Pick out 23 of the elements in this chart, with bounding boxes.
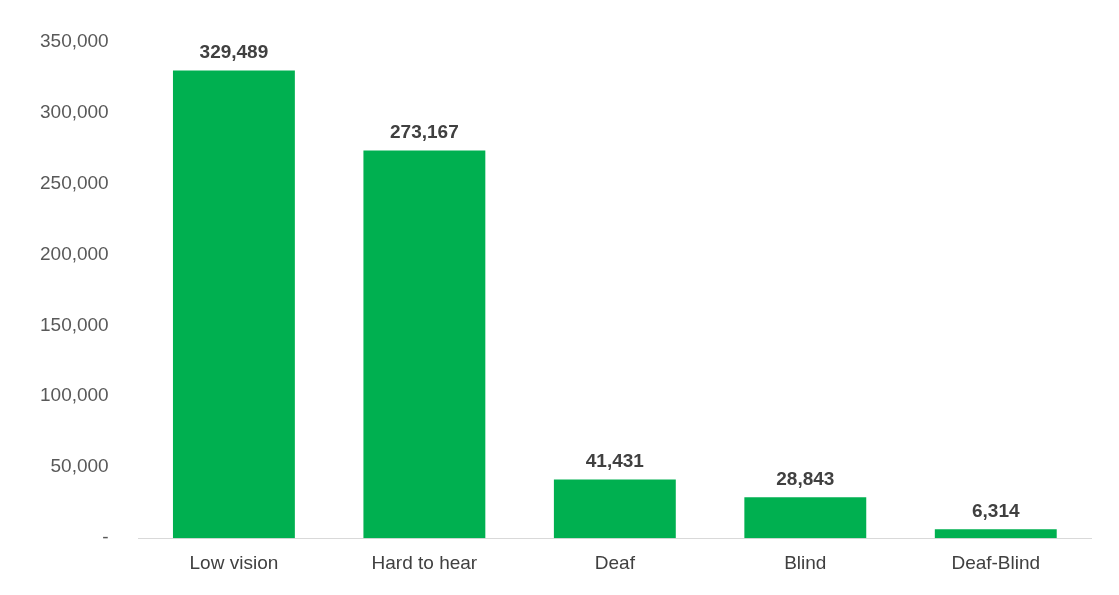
bar — [363, 150, 486, 539]
x-tick-label: Deaf — [594, 551, 636, 573]
bar — [934, 529, 1057, 539]
y-tick-label: 350,000 — [39, 29, 109, 51]
bar — [172, 70, 295, 539]
y-tick-label: - — [102, 526, 109, 548]
y-tick-label: 50,000 — [50, 455, 109, 477]
x-tick-label: Blind — [784, 551, 827, 573]
data-label: 329,489 — [199, 41, 269, 63]
y-tick-label: 150,000 — [39, 313, 109, 335]
data-label: 41,431 — [585, 450, 645, 472]
bar — [553, 479, 676, 539]
bar — [744, 497, 867, 539]
y-tick-label: 300,000 — [39, 100, 109, 122]
data-label: 6,314 — [971, 499, 1020, 521]
y-tick-label: 200,000 — [39, 242, 109, 264]
x-tick-label: Hard to hear — [371, 551, 478, 573]
data-label: 273,167 — [390, 121, 459, 143]
y-tick-label: 250,000 — [39, 171, 109, 193]
data-label: 28,843 — [776, 467, 835, 489]
y-tick-label: 100,000 — [39, 384, 109, 406]
x-tick-label: Deaf-Blind — [951, 551, 1041, 573]
x-tick-label: Low vision — [189, 551, 279, 573]
